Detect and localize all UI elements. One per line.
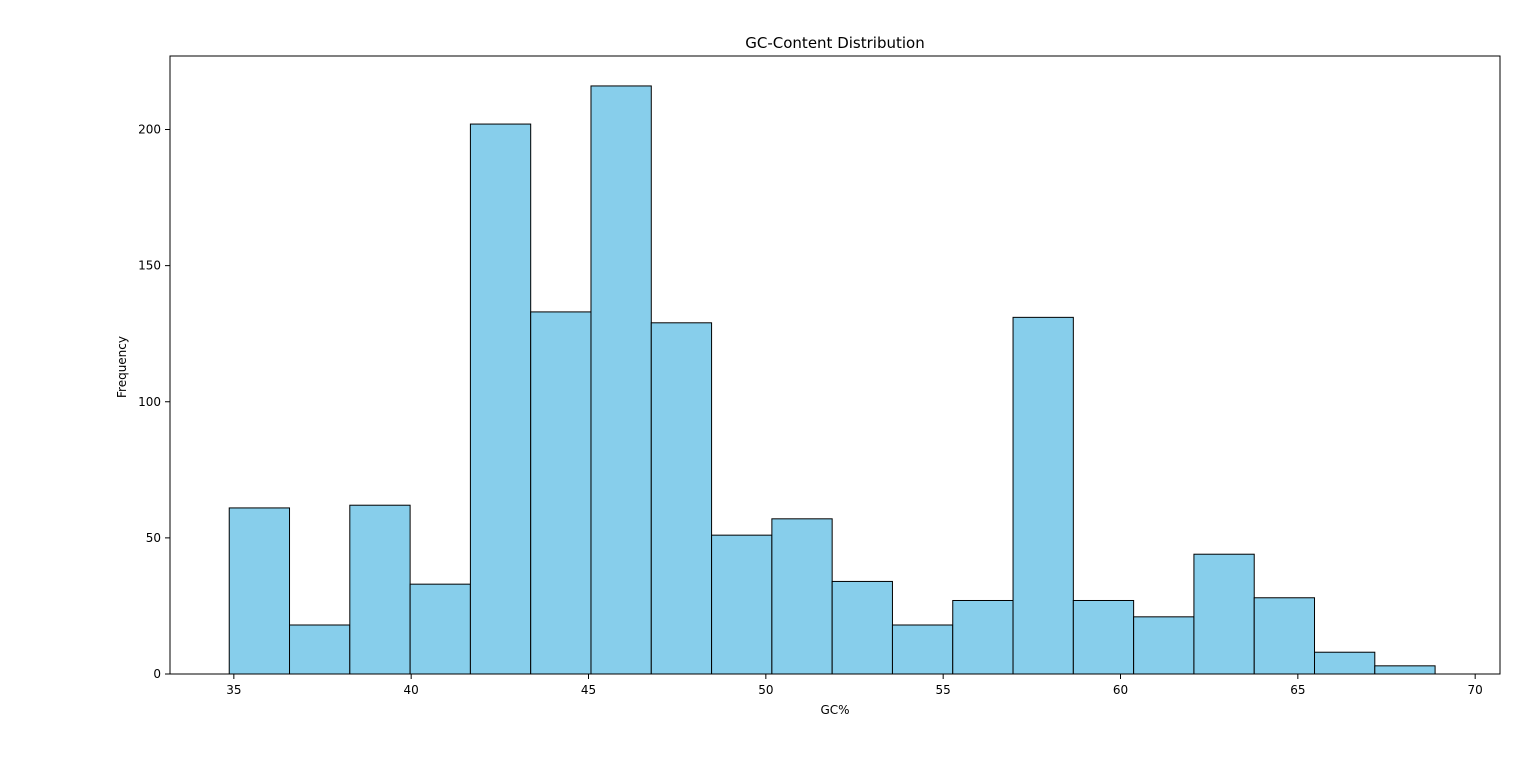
histogram-bar — [228, 507, 291, 675]
x-tick-label: 55 — [936, 683, 951, 697]
y-axis-label: Frequency — [115, 336, 129, 398]
plot-frame — [169, 55, 1501, 675]
histogram-bar — [650, 322, 713, 675]
x-tick-label: 50 — [758, 683, 773, 697]
plot-area: 35 40 45 50 55 60 65 70 0 50 100 150 200 — [138, 55, 1501, 697]
x-tick-label: 60 — [1113, 683, 1128, 697]
histogram-bar — [289, 624, 351, 675]
histogram-bar — [891, 624, 954, 675]
histogram-bar — [1193, 553, 1255, 675]
histogram-bar — [771, 518, 833, 675]
x-tick-label: 35 — [226, 683, 241, 697]
y-tick-label: 0 — [153, 667, 161, 681]
x-tick-label: 40 — [404, 683, 419, 697]
histogram-bar — [349, 504, 411, 675]
histogram-bar — [1253, 597, 1316, 675]
x-tick-label: 65 — [1290, 683, 1305, 697]
y-tick-label: 100 — [138, 395, 161, 409]
chart-title: GC-Content Distribution — [745, 34, 924, 52]
histogram-bar — [952, 599, 1014, 675]
x-axis-label: GC% — [820, 703, 849, 717]
histogram-bar — [590, 85, 652, 675]
histogram-bar — [831, 580, 893, 675]
x-tick-label: 45 — [581, 683, 596, 697]
histogram-bar — [409, 583, 471, 675]
y-tick-label: 200 — [138, 123, 161, 137]
histogram-bar — [469, 123, 532, 675]
histogram-bar — [530, 311, 592, 675]
histogram-bar — [1133, 616, 1195, 675]
y-tick-label: 150 — [138, 259, 161, 273]
histogram-bar — [1374, 665, 1436, 675]
histogram-bar — [1072, 599, 1135, 675]
histogram-bar — [1314, 651, 1376, 675]
x-tick-label: 70 — [1468, 683, 1483, 697]
y-tick-label: 50 — [146, 531, 161, 545]
histogram-bar — [1012, 316, 1074, 675]
histogram-bar — [711, 534, 773, 675]
